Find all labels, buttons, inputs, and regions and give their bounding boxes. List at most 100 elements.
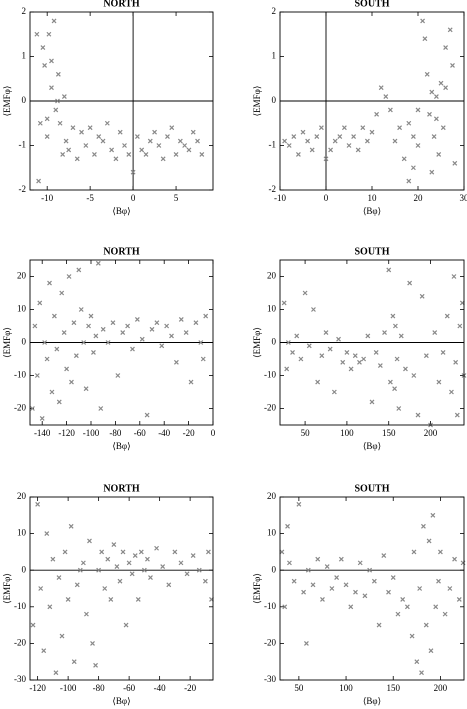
point: [381, 553, 387, 558]
point: [59, 633, 65, 639]
point: [400, 597, 406, 602]
y-tick-label: -10: [14, 370, 26, 380]
x-tick-label: 50: [301, 428, 311, 438]
x-tick-label: -80: [93, 683, 105, 693]
point: [44, 356, 50, 362]
point: [49, 85, 54, 91]
y-axis-label: ⟨EMFφ⟩: [252, 86, 262, 117]
point: [432, 330, 438, 336]
point: [71, 320, 77, 326]
point: [406, 178, 412, 184]
y-tick-label: -20: [264, 637, 276, 647]
point: [460, 560, 466, 566]
point: [160, 564, 166, 569]
x-tick-label: -20: [183, 428, 195, 438]
point: [188, 379, 194, 385]
point: [93, 333, 99, 339]
x-tick-label: -10: [274, 193, 286, 203]
point: [411, 373, 417, 378]
point: [80, 560, 86, 566]
point: [71, 659, 77, 665]
point: [456, 597, 462, 602]
point: [337, 134, 343, 140]
point: [73, 353, 79, 359]
point: [93, 662, 98, 668]
plot-frame: [279, 11, 465, 191]
point: [190, 129, 196, 135]
y-tick-label: -20: [14, 403, 26, 413]
point: [290, 349, 295, 355]
y-tick-label: 2: [272, 6, 277, 16]
point: [61, 330, 67, 336]
x-axis-label: ⟨Bφ⟩: [112, 441, 130, 451]
point: [125, 323, 131, 329]
point: [173, 151, 179, 157]
point: [319, 353, 325, 359]
point: [36, 178, 42, 184]
point: [433, 116, 439, 122]
point: [311, 307, 316, 312]
point: [147, 138, 153, 144]
point: [426, 538, 432, 544]
x-tick-label: -40: [158, 428, 170, 438]
point: [406, 120, 412, 126]
point: [83, 143, 89, 148]
x-tick-label: -5: [86, 193, 94, 203]
point: [51, 313, 57, 319]
point: [69, 379, 74, 385]
point: [398, 333, 404, 339]
point: [309, 147, 315, 153]
point: [327, 346, 333, 352]
point: [419, 670, 424, 676]
point: [357, 359, 362, 365]
point: [419, 293, 425, 299]
point: [138, 549, 144, 555]
point: [84, 611, 89, 617]
point: [74, 582, 80, 588]
point: [111, 542, 117, 548]
x-tick-label: -100: [60, 683, 77, 693]
point: [331, 389, 337, 395]
point: [145, 556, 150, 562]
point: [367, 567, 373, 573]
point: [314, 134, 320, 140]
point: [387, 107, 393, 113]
point: [51, 18, 57, 24]
point: [376, 622, 382, 628]
x-tick-label: 5: [174, 193, 179, 203]
y-axis-label: ⟨EMFφ⟩: [252, 573, 262, 604]
point: [440, 349, 446, 355]
x-tick-label: 0: [324, 193, 329, 203]
point: [83, 386, 89, 392]
point: [285, 523, 290, 529]
point: [164, 323, 170, 329]
point: [102, 586, 108, 591]
point: [281, 300, 287, 306]
point: [340, 359, 346, 365]
point: [169, 125, 175, 131]
point: [100, 138, 106, 144]
point: [450, 62, 455, 68]
point: [143, 151, 149, 157]
plot-frame: [279, 496, 465, 681]
point: [30, 622, 36, 628]
point: [334, 575, 340, 580]
point: [285, 340, 291, 345]
point: [134, 134, 140, 140]
plot-frame: [29, 496, 214, 681]
point: [49, 58, 54, 64]
point: [60, 151, 66, 157]
point: [59, 290, 65, 296]
point: [130, 169, 136, 175]
point: [34, 373, 40, 378]
point: [110, 320, 116, 326]
y-tick-label: 0: [22, 95, 27, 105]
x-tick-label: 200: [434, 683, 448, 693]
point: [444, 313, 450, 319]
point: [414, 659, 420, 665]
point: [436, 151, 442, 157]
point: [54, 346, 60, 352]
point: [65, 597, 71, 602]
